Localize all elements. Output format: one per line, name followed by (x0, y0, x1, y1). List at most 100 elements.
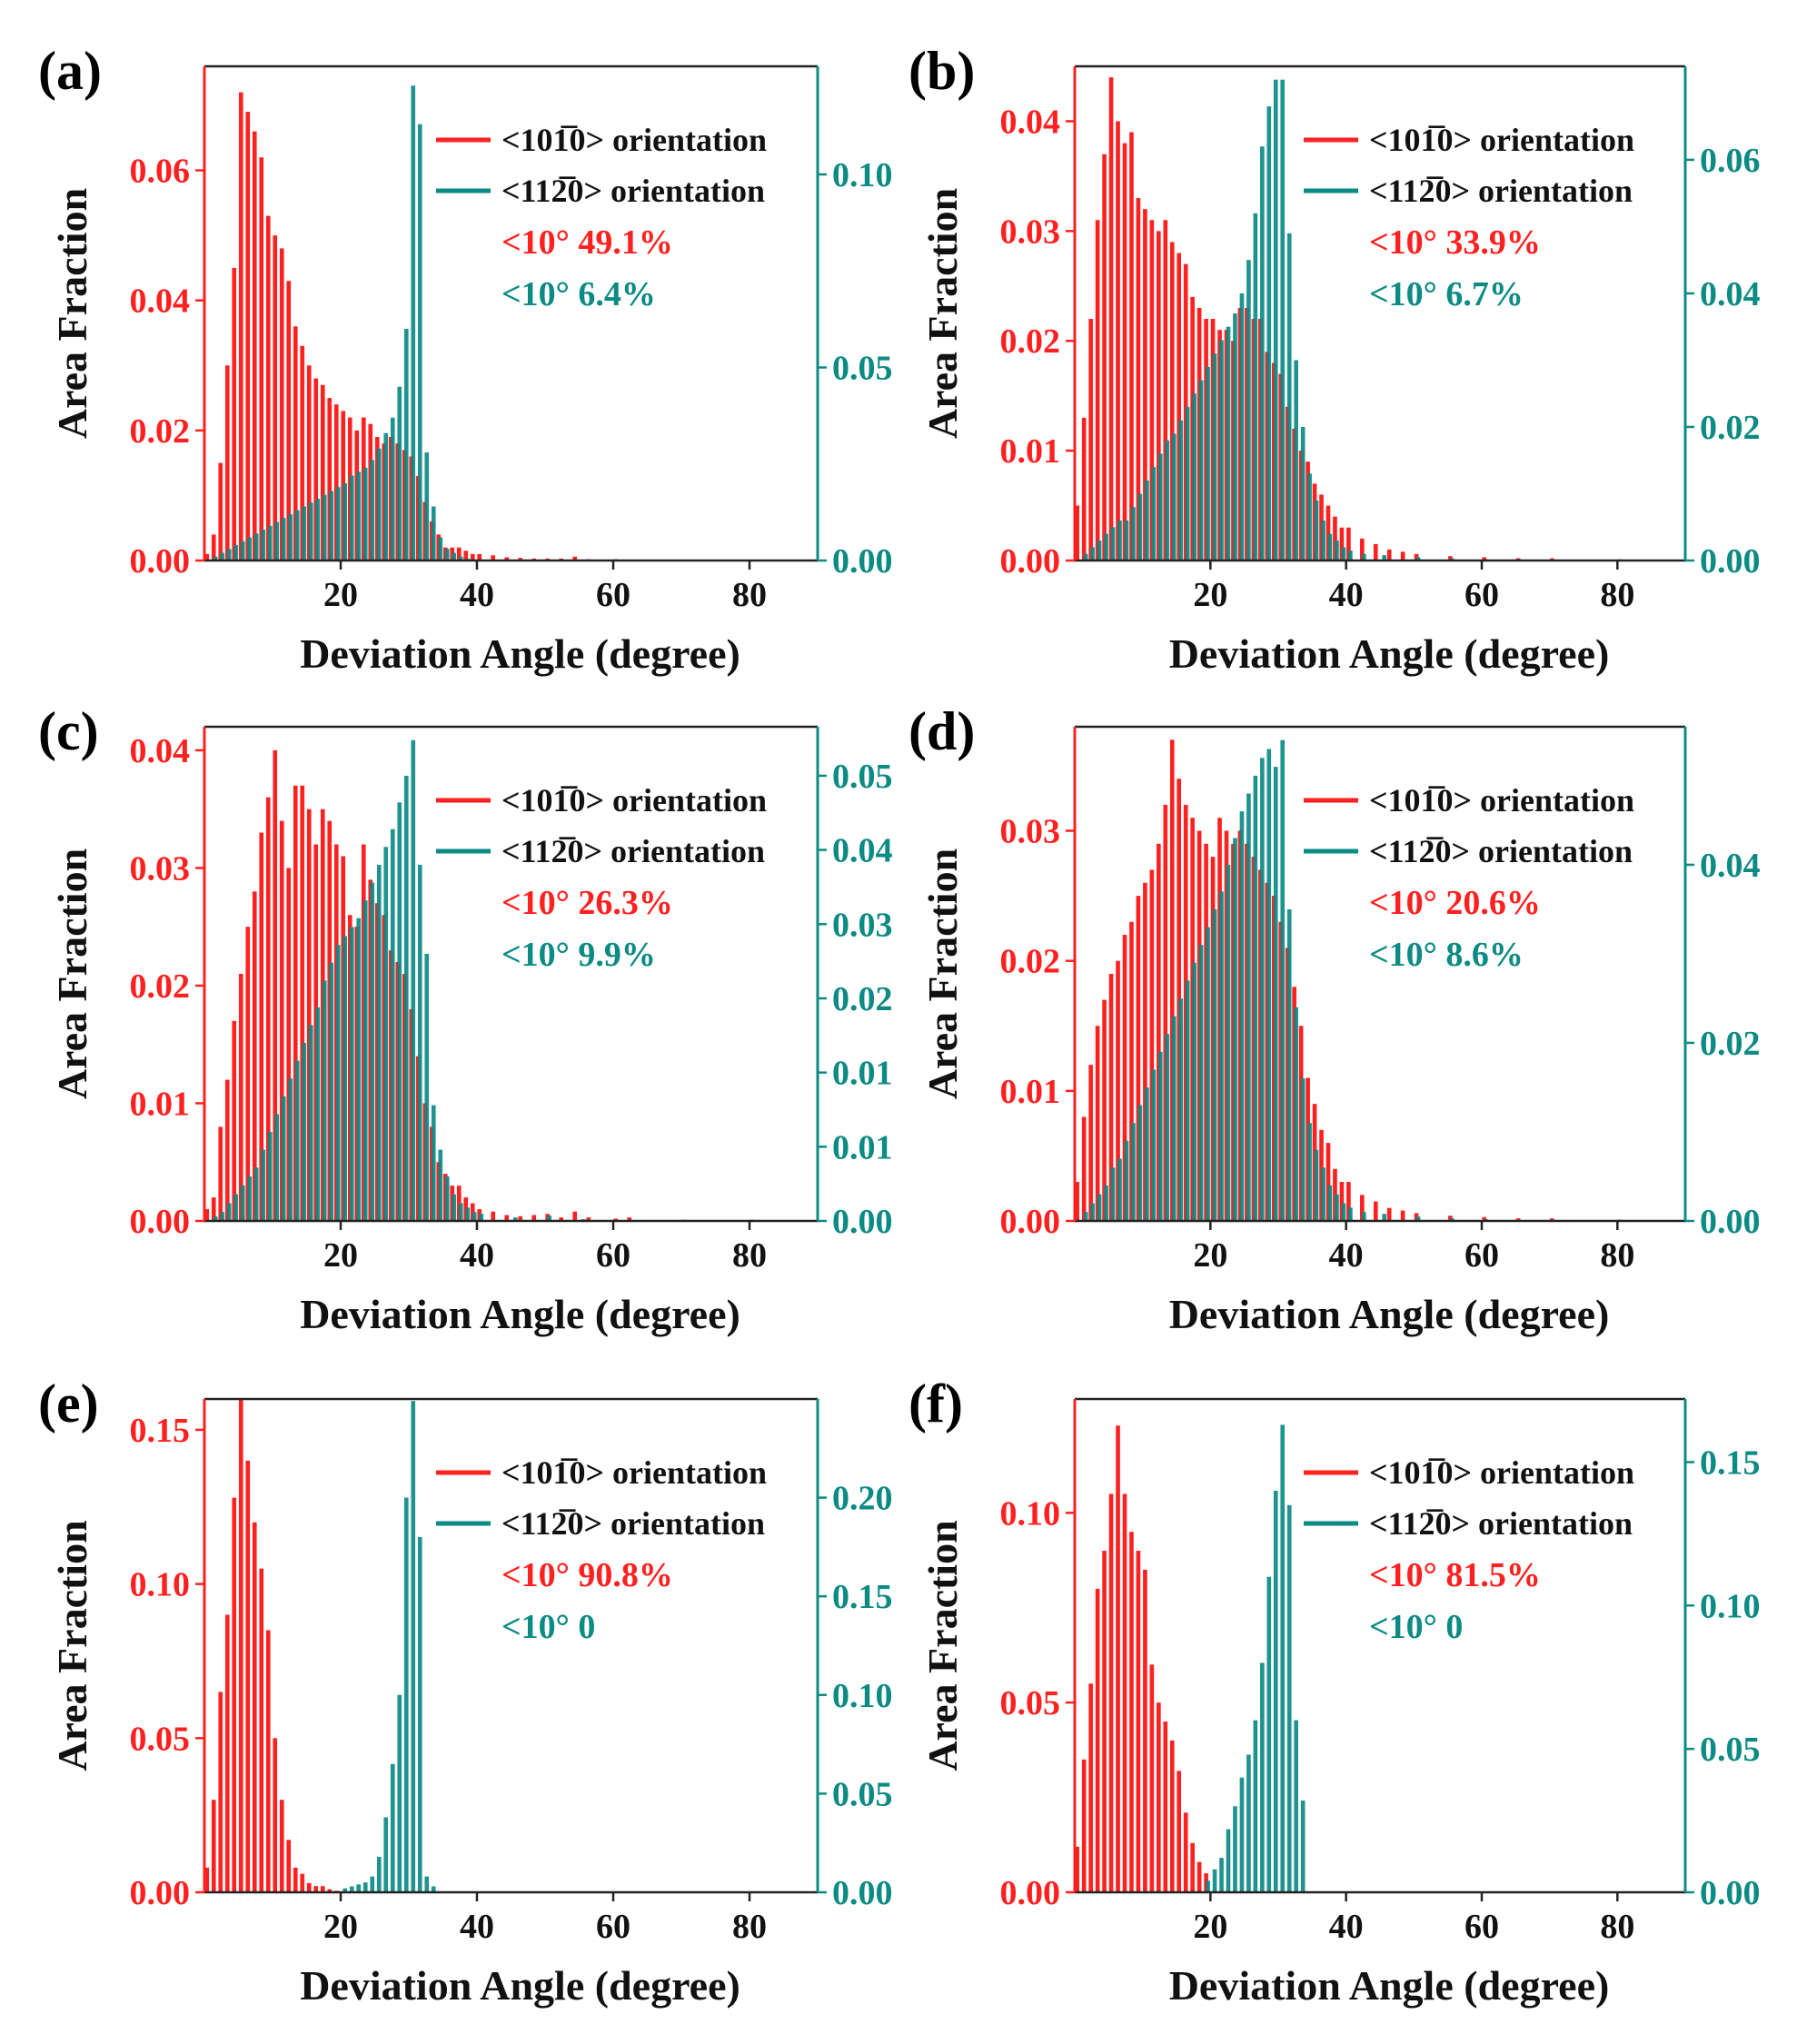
teal-bar (383, 432, 389, 561)
red-bar (1116, 1425, 1120, 1892)
x-tick-label: 40 (1329, 1236, 1364, 1275)
teal-bar (281, 518, 286, 561)
y-axis-title: Area Fraction (49, 188, 95, 439)
red-bar (273, 1738, 278, 1892)
teal-bar (397, 802, 402, 1221)
teal-bar (322, 980, 327, 1221)
teal-bar (267, 1131, 273, 1221)
teal-bar (274, 521, 280, 561)
teal-bar (1233, 838, 1237, 1221)
teal-bar (1239, 1777, 1245, 1892)
right-y-tick-label: 0.02 (1700, 1025, 1761, 1063)
red-bar (204, 553, 210, 561)
bars-group (1075, 1424, 1306, 1892)
teal-bar (370, 460, 375, 561)
red-bar (1177, 253, 1182, 561)
teal-bar (1246, 260, 1251, 561)
teal-bar (1266, 106, 1272, 561)
legend-red-label: <101̅0> orientation (501, 1454, 767, 1491)
red-bar (252, 891, 257, 1221)
teal-bar (431, 1105, 436, 1221)
teal-bar (1266, 749, 1272, 1221)
red-bar (1088, 1065, 1093, 1221)
teal-bar (512, 1217, 518, 1221)
teal-bar (383, 847, 389, 1221)
right-y-tick-label: 0.06 (1700, 142, 1761, 180)
x-tick-label: 60 (1464, 1908, 1499, 1946)
right-y-tick-label: 0.00 (1700, 1203, 1761, 1241)
legend-red-label: <101̅0> orientation (1369, 782, 1634, 819)
left-y-tick-label: 0.04 (130, 732, 191, 770)
x-axis-title: Deviation Angle (degree) (1169, 1962, 1610, 2009)
red-bar (265, 797, 271, 1221)
teal-bar (1145, 1086, 1149, 1221)
teal-bar (1286, 1504, 1292, 1892)
teal-bar (444, 549, 450, 561)
panel-label: (d) (908, 701, 975, 761)
red-bar (1136, 1551, 1141, 1892)
y-axis-title: Area Fraction (49, 848, 95, 1099)
teal-bar (322, 494, 327, 561)
red-bar (504, 557, 510, 561)
red-bar (586, 1217, 591, 1221)
bars-group (1075, 77, 1623, 561)
red-bar (627, 1217, 632, 1221)
x-axis-title: Deviation Angle (degree) (1169, 630, 1610, 677)
teal-bar (1137, 1105, 1143, 1221)
teal-bar (1307, 1123, 1312, 1221)
teal-bar (370, 1876, 375, 1892)
red-bar (286, 281, 292, 561)
red-bar (218, 1692, 223, 1892)
red-bar (313, 1886, 319, 1892)
bars-group (204, 85, 755, 561)
right-y-tick-label: 0.05 (832, 1775, 893, 1813)
teal-bar (343, 483, 348, 561)
panel-b: 20 40 60 80 0.00 0.01 0.02 0.03 0.04 0.00 0.02 0.04… (908, 41, 1761, 677)
x-tick-label: 60 (596, 1236, 630, 1275)
red-bar (1075, 1182, 1080, 1221)
red-bar (265, 1630, 271, 1892)
red-bar (1183, 1812, 1188, 1892)
red-bar (1102, 1551, 1107, 1892)
red-bar (1346, 1182, 1351, 1221)
legend-teal-label: <112̅0> orientation (501, 833, 765, 869)
teal-bar (424, 953, 430, 1221)
teal-bar (288, 514, 293, 561)
x-tick-label: 20 (323, 1236, 358, 1275)
teal-bar (1212, 353, 1217, 561)
red-bar (320, 384, 325, 561)
teal-bar (1083, 553, 1088, 561)
red-bar (293, 1867, 298, 1892)
y-axis-title: Area Fraction (919, 848, 966, 1099)
right-y-tick-label: 0.00 (832, 542, 893, 580)
teal-bar (411, 1401, 416, 1892)
left-y-tick-label: 0.00 (130, 1203, 191, 1241)
red-bar (491, 555, 496, 561)
right-y-tick-label: 0.04 (1700, 847, 1761, 885)
annotation-red: <10° 33.9% (1369, 223, 1541, 262)
red-bar (245, 927, 251, 1221)
red-bar (224, 1614, 230, 1892)
red-bar (1163, 804, 1168, 1221)
x-axis-title: Deviation Angle (degree) (300, 1962, 740, 2009)
left-y-tick-label: 0.00 (1000, 542, 1061, 580)
red-bar (1095, 1588, 1100, 1892)
teal-bar (1273, 79, 1278, 561)
right-y-tick-label: 0.04 (832, 832, 893, 870)
red-bar (204, 1867, 210, 1892)
teal-bar (1450, 1218, 1455, 1221)
teal-bar (1219, 891, 1224, 1221)
red-bar (211, 534, 216, 561)
red-bar (1157, 1702, 1161, 1892)
teal-bar (1314, 1149, 1319, 1221)
teal-bar (417, 1537, 422, 1892)
teal-bar (349, 927, 354, 1221)
red-bar (1143, 209, 1147, 561)
teal-bar (1097, 1194, 1102, 1221)
teal-bar (1083, 1212, 1088, 1221)
left-y-tick-label: 0.02 (130, 412, 191, 451)
red-bar (1333, 516, 1337, 561)
teal-bar (403, 775, 409, 1221)
teal-bar (390, 417, 395, 561)
